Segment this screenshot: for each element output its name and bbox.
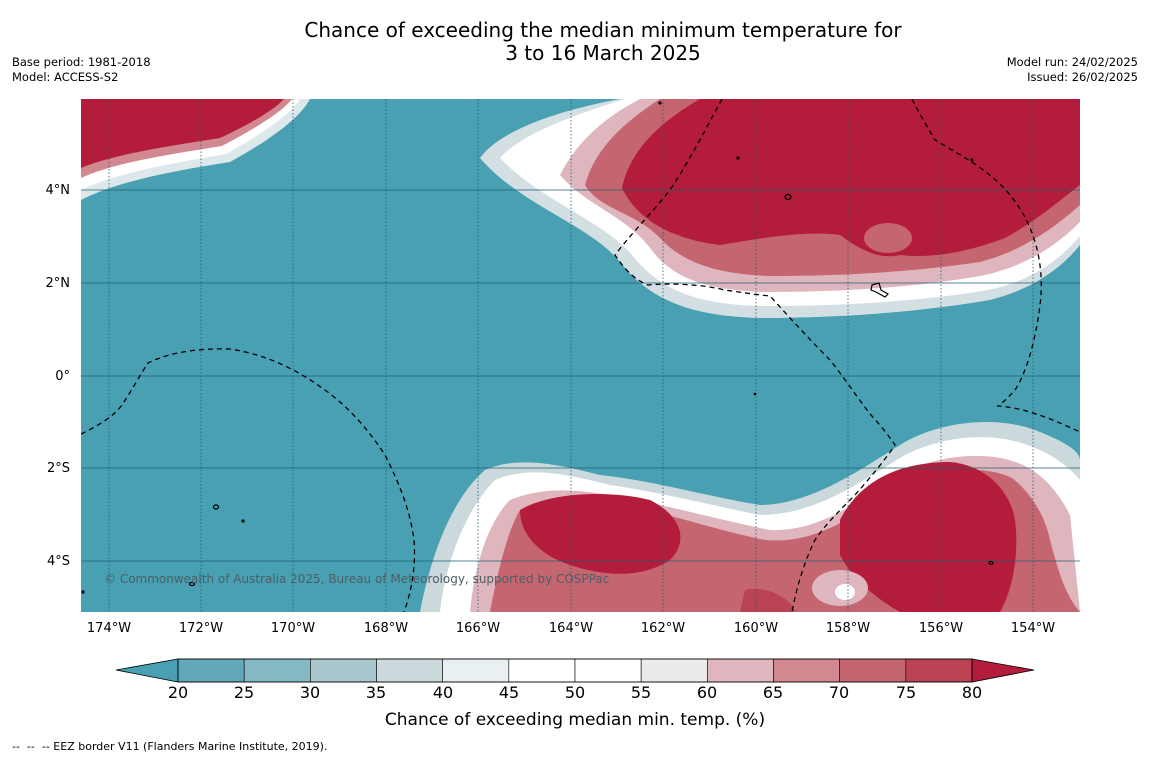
lat-label-2n: 2°N (45, 276, 71, 291)
colorbar-tick-50: 50 (564, 683, 586, 702)
copyright-notice: © Commonwealth of Australia 2025, Bureau… (104, 572, 610, 586)
lon-label-170w: 170°W (270, 621, 316, 636)
title-line-2: 3 to 16 March 2025 (505, 41, 701, 65)
lon-label-162w: 162°W (640, 621, 686, 636)
colorbar-bin-55-60 (640, 658, 708, 683)
lat-label-4n: 4°N (45, 183, 71, 198)
colorbar-tick-35: 35 (365, 683, 387, 702)
colorbar-bin-30-35 (310, 658, 377, 683)
lon-label-172w: 172°W (178, 621, 224, 636)
lon-label-166w: 166°W (455, 621, 501, 636)
colorbar-tick-30: 30 (299, 683, 321, 702)
lon-label-174w: 174°W (86, 621, 132, 636)
model-info: Base period: 1981-2018 Model: ACCESS-S2 (12, 55, 151, 85)
colorbar-bin-40-45 (442, 658, 510, 683)
colorbar-title: Chance of exceeding median min. temp. (%… (384, 710, 766, 730)
run-info: Model run: 24/02/2025 Issued: 26/02/2025 (1007, 55, 1138, 85)
colorbar-tick-20: 20 (167, 683, 189, 702)
title-line-1: Chance of exceeding the median minimum t… (304, 18, 902, 42)
colorbar-bin-65-70 (773, 658, 840, 683)
colorbar-bin-25-30 (243, 658, 311, 683)
graticule (108, 99, 1034, 612)
colorbar-bin-75-80 (905, 658, 973, 683)
map-title: Chance of exceeding the median minimum t… (0, 19, 1150, 65)
colorbar-outline (177, 658, 973, 683)
lon-label-154w: 154°W (1010, 621, 1056, 636)
colorbar (115, 658, 1035, 683)
lon-label-158w: 158°W (825, 621, 871, 636)
colorbar-bin-45-50 (508, 658, 576, 683)
probability-field (81, 99, 1080, 612)
colorbar-bin-35-40 (376, 658, 443, 683)
base-period: Base period: 1981-2018 (12, 55, 151, 69)
colorbar-tick-65: 65 (762, 683, 784, 702)
colorbar-high-extension (971, 658, 1035, 683)
colorbar-tick-80: 80 (961, 683, 983, 702)
model-run-date: Model run: 24/02/2025 (1006, 55, 1138, 69)
colorbar-tick-45: 45 (498, 683, 520, 702)
colorbar-tick-75: 75 (895, 683, 917, 702)
lat-label-2s: 2°S (46, 461, 70, 476)
colorbar-tick-60: 60 (696, 683, 718, 702)
colorbar-bin-50-55 (574, 658, 642, 683)
latitude-lines (81, 189, 1080, 562)
lon-label-168w: 168°W (363, 621, 409, 636)
colorbar-bin-60-65 (707, 658, 774, 683)
lon-label-164w: 164°W (548, 621, 594, 636)
lon-label-160w: 160°W (733, 621, 779, 636)
lon-label-156w: 156°W (918, 621, 964, 636)
model-name: Model: ACCESS-S2 (12, 70, 119, 84)
eez-border-legend: -- -- -- EEZ border V11 (Flanders Marine… (12, 740, 328, 753)
colorbar-bins (177, 658, 973, 683)
issued-date: Issued: 26/02/2025 (1027, 70, 1138, 84)
colorbar-low-extension (115, 658, 179, 683)
islands (81, 101, 994, 594)
warm-region-northwest (81, 99, 310, 200)
colorbar-tick-55: 55 (630, 683, 652, 702)
colorbar-tick-40: 40 (432, 683, 454, 702)
colorbar-bin-20-25 (177, 658, 245, 683)
colorbar-tick-25: 25 (233, 683, 255, 702)
colorbar-tick-70: 70 (828, 683, 850, 702)
lat-label-4s: 4°S (46, 554, 70, 569)
eez-borders (81, 99, 1080, 612)
colorbar-bin-70-75 (839, 658, 907, 683)
lat-label-0: 0° (55, 369, 70, 384)
warm-region-south (420, 422, 1080, 612)
warm-region-north (480, 99, 1080, 318)
